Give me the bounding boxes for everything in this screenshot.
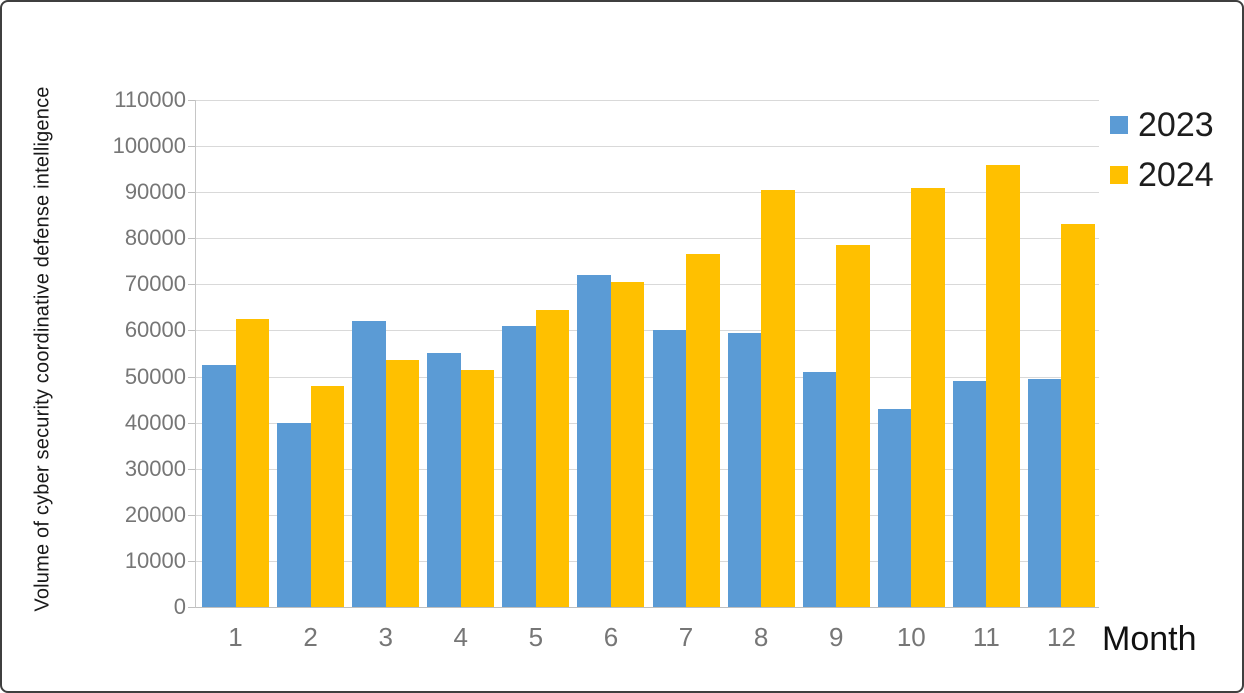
bar-2024-month-3 [385,360,420,607]
gridline-40000 [195,423,1099,424]
y-tick-mark [188,515,195,516]
bar-2024-month-1 [235,319,270,607]
gridline-20000 [195,515,1099,516]
x-axis-title: Month [1102,620,1197,658]
bar-2023-month-3 [352,321,386,607]
y-tick-mark [188,377,195,378]
y-tick-label-30000: 30000 [124,456,186,481]
x-tick-label-8: 8 [753,622,769,652]
bar-2024-month-10 [911,188,945,607]
legend-item-2023: 2023 [1110,105,1214,145]
gridline-90000 [195,192,1099,193]
y-tick-label-90000: 90000 [124,179,186,204]
gridline-30000 [195,469,1099,470]
y-tick-mark [188,607,195,608]
y-tick-label-10000: 10000 [124,548,186,573]
x-tick-label-10: 10 [896,622,926,652]
x-tick-label-7: 7 [678,622,694,652]
gridline-100000 [195,146,1099,147]
legend-swatch-2023 [1110,116,1128,134]
bar-2023-month-8 [727,333,762,607]
legend-swatch-2024 [1110,166,1128,184]
bar-2024-month-4 [460,370,495,607]
x-tick-label-1: 1 [228,622,243,652]
bar-2023-month-7 [652,330,687,607]
bar-2023-month-12 [1027,379,1062,607]
bar-2023-month-5 [502,326,536,607]
y-tick-mark [188,100,195,101]
gridline-10000 [195,561,1099,562]
x-tick-label-4: 4 [453,622,469,652]
y-tick-label-80000: 80000 [124,225,186,250]
bar-2024-month-2 [310,386,345,607]
bar-2024-month-5 [535,310,570,607]
bar-2024-month-6 [610,282,645,607]
y-tick-label-40000: 40000 [124,410,186,435]
bar-2023-month-2 [277,423,311,607]
x-tick-label-2: 2 [303,622,318,652]
bar-2024-month-7 [686,254,720,607]
x-tick-label-3: 3 [378,622,393,652]
y-tick-mark [188,192,195,193]
y-tick-mark [188,330,195,331]
bar-2024-month-11 [986,165,1020,607]
y-tick-mark [188,238,195,239]
plot-area [198,100,1099,607]
y-axis-title: Volume of cyber security coordinative de… [31,86,54,612]
legend-label-2023: 2023 [1138,105,1214,144]
x-tick-label-11: 11 [972,622,1000,652]
bar-2023-month-1 [202,365,236,607]
bar-2023-month-6 [577,275,611,607]
x-tick-label-6: 6 [603,622,619,652]
bar-2023-month-11 [952,381,987,607]
y-tick-label-110000: 110000 [114,87,186,112]
legend-item-2024: 2024 [1110,155,1214,195]
gridline-50000 [195,377,1099,378]
y-tick-label-60000: 60000 [124,317,186,342]
y-tick-label-100000: 100000 [112,133,186,158]
y-tick-mark [188,469,195,470]
legend: 2023 2024 [1110,105,1214,195]
x-tick-label-9: 9 [828,622,844,652]
gridline-60000 [195,330,1099,331]
y-tick-mark [188,284,195,285]
y-tick-label-50000: 50000 [124,364,186,389]
bar-2023-month-9 [802,372,837,607]
gridline-70000 [195,284,1099,285]
x-tick-label-12: 12 [1046,622,1076,652]
bar-2023-month-10 [877,409,912,607]
y-tick-label-70000: 70000 [124,271,186,296]
bar-2024-month-12 [1061,224,1095,607]
bar-2023-month-4 [427,353,461,607]
y-tick-mark [188,423,195,424]
x-tick-label-5: 5 [528,622,544,652]
y-tick-label-20000: 20000 [124,502,186,527]
gridline-110000 [195,100,1099,101]
gridline-80000 [195,238,1099,239]
y-tick-mark [188,561,195,562]
bar-2024-month-9 [836,245,870,607]
y-axis-line [195,100,196,608]
y-tick-label-0: 0 [173,594,186,619]
x-axis-line [195,607,1099,608]
legend-label-2024: 2024 [1138,155,1214,194]
y-tick-mark [188,146,195,147]
bar-2024-month-8 [761,190,795,607]
